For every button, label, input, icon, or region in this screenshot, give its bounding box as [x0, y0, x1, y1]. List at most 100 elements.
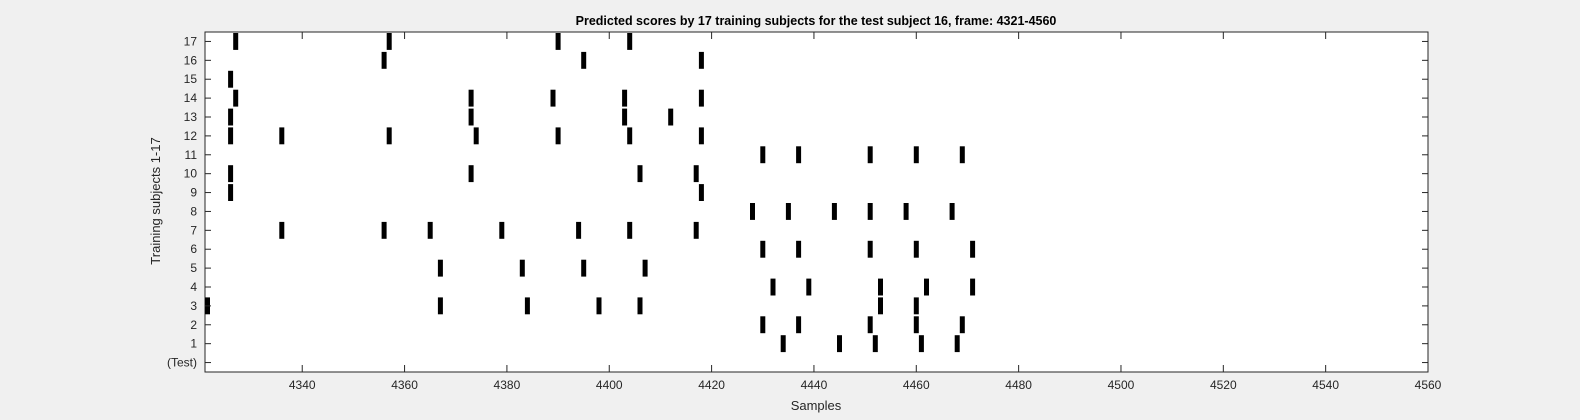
- data-mark-subject-11: [867, 146, 873, 164]
- data-mark-subject-10: [228, 165, 234, 183]
- data-mark-subject-5: [519, 259, 525, 277]
- x-tick-label: 4440: [801, 378, 828, 392]
- data-mark-subject-15: [228, 70, 234, 88]
- data-mark-subject-1: [918, 335, 924, 353]
- data-mark-subject-9: [228, 184, 234, 201]
- data-mark-subject-11: [959, 146, 965, 164]
- data-mark-subject-10: [693, 165, 699, 183]
- data-mark-subject-16: [381, 51, 387, 69]
- y-tick-label: 12: [184, 129, 198, 143]
- y-tick-label: 10: [184, 167, 198, 181]
- data-mark-subject-9: [698, 184, 704, 201]
- y-tick-label: 3: [190, 299, 197, 313]
- data-mark-subject-8: [949, 203, 955, 220]
- data-mark-subject-3: [878, 297, 883, 315]
- y-tick-label: (Test): [167, 356, 197, 370]
- x-tick-label: 4480: [1005, 378, 1032, 392]
- data-mark-subject-17: [555, 33, 561, 50]
- x-tick-label: 4500: [1108, 378, 1135, 392]
- data-mark-subject-7: [576, 221, 582, 239]
- y-tick-label: 7: [190, 223, 197, 237]
- data-mark-subject-14: [550, 89, 556, 107]
- x-tick-label: 4460: [903, 378, 930, 392]
- data-mark-subject-8: [903, 203, 909, 220]
- chart-title: Predicted scores by 17 training subjects…: [576, 14, 1057, 28]
- data-mark-subject-4: [970, 278, 976, 296]
- data-mark-subject-3: [437, 297, 443, 315]
- y-tick-label: 9: [190, 186, 197, 200]
- data-mark-subject-8: [750, 203, 755, 220]
- y-tick-label: 2: [190, 318, 197, 332]
- data-mark-subject-11: [913, 146, 919, 164]
- data-mark-subject-12: [698, 127, 704, 145]
- x-tick-label: 4560: [1415, 378, 1442, 392]
- data-mark-subject-12: [627, 127, 633, 145]
- data-mark-subject-8: [785, 203, 791, 220]
- y-tick-label: 1: [190, 337, 197, 351]
- data-mark-subject-14: [622, 89, 628, 107]
- y-tick-label: 8: [190, 204, 197, 218]
- y-tick-label: 15: [184, 72, 198, 86]
- x-tick-label: 4400: [596, 378, 623, 392]
- data-mark-subject-13: [622, 108, 628, 126]
- x-axis-ticks: 4340 4360 4380 4400 4420 4440 4460 4480 4500 4520…: [289, 32, 1442, 392]
- data-mark-subject-12: [279, 127, 285, 145]
- x-axis-label: Samples: [791, 398, 842, 413]
- data-marks: [205, 33, 976, 353]
- data-mark-subject-3: [524, 297, 530, 315]
- data-mark-subject-6: [913, 240, 919, 258]
- data-mark-subject-7: [693, 221, 699, 239]
- data-mark-subject-2: [760, 316, 766, 334]
- y-axis-label: Training subjects 1-17: [148, 137, 163, 264]
- data-mark-subject-12: [228, 127, 234, 145]
- data-mark-subject-1: [837, 335, 842, 353]
- data-mark-subject-3: [637, 297, 643, 315]
- data-mark-subject-6: [796, 240, 802, 258]
- data-mark-subject-17: [386, 33, 392, 50]
- data-mark-subject-12: [473, 127, 479, 145]
- x-tick-label: 4380: [494, 378, 521, 392]
- y-tick-label: 6: [190, 242, 197, 256]
- data-mark-subject-1: [872, 335, 878, 353]
- data-mark-subject-14: [698, 89, 704, 107]
- x-tick-label: 4340: [289, 378, 316, 392]
- data-mark-subject-2: [913, 316, 919, 334]
- data-mark-subject-12: [555, 127, 561, 145]
- x-tick-label: 4540: [1312, 378, 1339, 392]
- data-mark-subject-16: [581, 51, 587, 69]
- data-mark-subject-12: [386, 127, 392, 145]
- y-tick-label: 4: [190, 280, 197, 294]
- data-mark-subject-2: [959, 316, 965, 334]
- data-mark-subject-11: [796, 146, 802, 164]
- data-mark-subject-7: [427, 221, 433, 239]
- data-mark-subject-5: [581, 259, 587, 277]
- data-mark-subject-16: [698, 51, 704, 69]
- data-mark-subject-13: [468, 108, 474, 126]
- data-mark-subject-17: [233, 33, 239, 50]
- data-mark-subject-11: [760, 146, 766, 164]
- data-mark-subject-7: [627, 221, 633, 239]
- y-tick-label: 5: [190, 261, 197, 275]
- data-mark-subject-4: [878, 278, 883, 296]
- data-mark-subject-4: [924, 278, 929, 296]
- data-mark-subject-3: [913, 297, 919, 315]
- data-mark-subject-17: [627, 33, 633, 50]
- x-tick-label: 4420: [698, 378, 725, 392]
- data-mark-subject-4: [806, 278, 812, 296]
- data-mark-subject-2: [867, 316, 873, 334]
- data-mark-subject-7: [279, 221, 285, 239]
- x-tick-label: 4520: [1210, 378, 1237, 392]
- data-mark-subject-4: [770, 278, 776, 296]
- data-mark-subject-10: [637, 165, 643, 183]
- data-mark-subject-13: [228, 108, 234, 126]
- x-tick-label: 4360: [391, 378, 418, 392]
- data-mark-subject-14: [233, 89, 239, 107]
- data-mark-subject-13: [668, 108, 674, 126]
- y-tick-label: 16: [184, 53, 198, 67]
- data-mark-subject-14: [468, 89, 474, 107]
- plot-area: [204, 31, 1429, 373]
- data-mark-subject-7: [499, 221, 505, 239]
- y-tick-label: 11: [185, 148, 198, 162]
